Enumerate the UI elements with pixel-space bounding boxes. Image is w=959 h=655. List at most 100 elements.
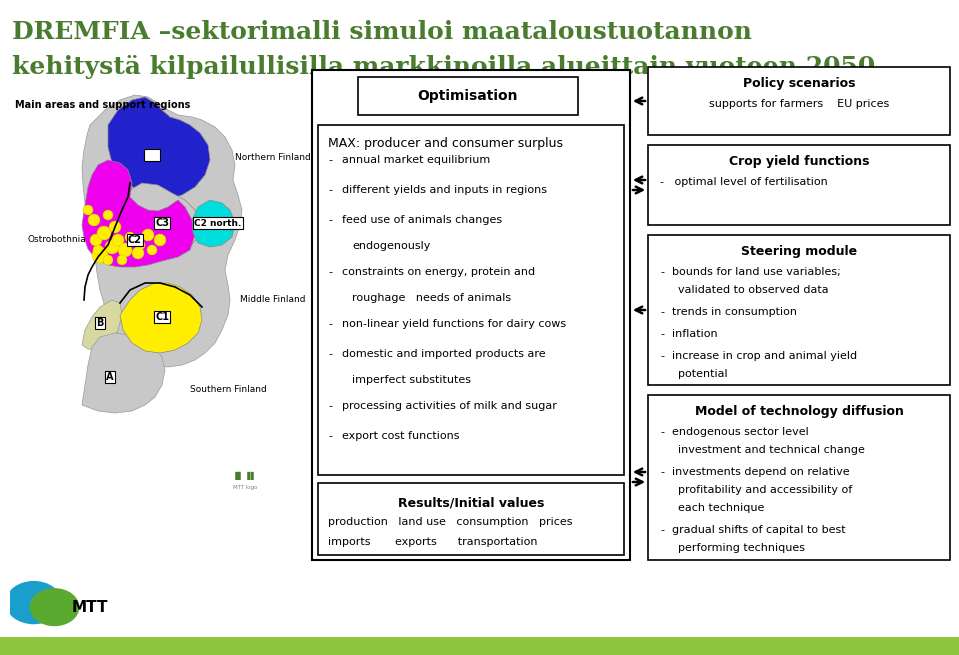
- Bar: [318, 125, 624, 475]
- Text: constraints on energy, protein and: constraints on energy, protein and: [342, 267, 535, 277]
- Circle shape: [135, 240, 145, 250]
- Bar: [648, 145, 950, 225]
- Text: annual market equilibrium: annual market equilibrium: [342, 155, 490, 165]
- Circle shape: [88, 214, 100, 226]
- Bar: [648, 235, 950, 385]
- Circle shape: [92, 247, 108, 263]
- Text: -: -: [328, 267, 332, 277]
- Text: export cost functions: export cost functions: [342, 431, 459, 441]
- Text: each technique: each technique: [678, 503, 764, 513]
- Polygon shape: [125, 183, 200, 255]
- Polygon shape: [82, 300, 122, 350]
- Text: non-linear yield functions for dairy cows: non-linear yield functions for dairy cow…: [342, 319, 566, 329]
- Text: -: -: [660, 307, 664, 317]
- Circle shape: [132, 247, 144, 259]
- Text: Northern Finland: Northern Finland: [235, 153, 311, 162]
- Text: performing techniques: performing techniques: [678, 543, 805, 553]
- Text: endogenously: endogenously: [352, 241, 431, 251]
- Text: Model of technology diffusion: Model of technology diffusion: [694, 405, 903, 418]
- Text: -: -: [660, 525, 664, 535]
- Text: DREMFIA –sektorimalli simuloi maataloustuotannon: DREMFIA –sektorimalli simuloi maataloust…: [12, 20, 752, 44]
- Text: -: -: [328, 215, 332, 225]
- Text: Results/Initial values: Results/Initial values: [398, 497, 544, 510]
- Text: imports       exports      transportation: imports exports transportation: [328, 537, 537, 547]
- Text: -: -: [660, 427, 664, 437]
- Text: MTT logo: MTT logo: [233, 485, 257, 489]
- Text: C3: C3: [155, 218, 169, 228]
- Text: B: B: [96, 318, 104, 328]
- Text: processing activities of milk and sugar: processing activities of milk and sugar: [342, 401, 557, 411]
- Text: production   land use   consumption   prices: production land use consumption prices: [328, 517, 573, 527]
- Polygon shape: [82, 333, 165, 413]
- Text: kehitystä kilpailullisilla markkinoilla alueittain vuoteen 2050: kehitystä kilpailullisilla markkinoilla …: [12, 55, 876, 79]
- Polygon shape: [120, 283, 202, 353]
- Text: trends in consumption: trends in consumption: [672, 307, 797, 317]
- Text: -: -: [660, 267, 664, 277]
- Bar: [648, 67, 950, 135]
- Bar: [648, 395, 950, 560]
- Text: different yields and inputs in regions: different yields and inputs in regions: [342, 185, 547, 195]
- Text: -: -: [328, 349, 332, 359]
- Circle shape: [93, 245, 103, 255]
- Text: Policy scenarios: Policy scenarios: [743, 77, 855, 90]
- Text: domestic and imported products are: domestic and imported products are: [342, 349, 546, 359]
- Text: C2 north.: C2 north.: [195, 219, 242, 227]
- Circle shape: [154, 234, 166, 246]
- Text: ▐▌▐▌: ▐▌▐▌: [232, 470, 258, 479]
- Text: -: -: [328, 431, 332, 441]
- Bar: [0, 637, 959, 655]
- Text: bounds for land use variables;: bounds for land use variables;: [672, 267, 841, 277]
- Circle shape: [97, 226, 111, 240]
- Circle shape: [142, 229, 154, 241]
- Text: C4: C4: [145, 150, 159, 160]
- Text: C2: C2: [128, 235, 142, 245]
- Bar: [312, 70, 630, 560]
- Text: potential: potential: [678, 369, 728, 379]
- Circle shape: [109, 221, 121, 233]
- Circle shape: [118, 243, 132, 257]
- Text: feed use of animals changes: feed use of animals changes: [342, 215, 503, 225]
- Text: endogenous sector level: endogenous sector level: [672, 427, 808, 437]
- Text: roughage   needs of animals: roughage needs of animals: [352, 293, 511, 303]
- Circle shape: [83, 205, 93, 215]
- Text: A: A: [106, 372, 114, 382]
- Circle shape: [112, 234, 124, 246]
- Circle shape: [147, 245, 157, 255]
- Text: Main areas and support regions: Main areas and support regions: [15, 100, 191, 110]
- Text: Steering module: Steering module: [741, 245, 857, 258]
- Text: Middle Finland: Middle Finland: [240, 295, 306, 305]
- Text: imperfect substitutes: imperfect substitutes: [352, 375, 471, 385]
- Text: investments depend on relative: investments depend on relative: [672, 467, 850, 477]
- Text: Ostrobothnia: Ostrobothnia: [28, 236, 86, 244]
- Text: increase in crop and animal yield: increase in crop and animal yield: [672, 351, 857, 361]
- Polygon shape: [82, 160, 195, 267]
- Text: -: -: [328, 319, 332, 329]
- Text: investment and technical change: investment and technical change: [678, 445, 865, 455]
- Text: MAX: producer and consumer surplus: MAX: producer and consumer surplus: [328, 137, 563, 150]
- Polygon shape: [82, 95, 242, 367]
- Text: Southern Finland: Southern Finland: [190, 386, 267, 394]
- Text: validated to observed data: validated to observed data: [678, 285, 829, 295]
- Text: MTT: MTT: [72, 600, 108, 614]
- Circle shape: [125, 232, 135, 242]
- Text: -: -: [328, 185, 332, 195]
- Text: -   optimal level of fertilisation: - optimal level of fertilisation: [660, 177, 828, 187]
- Text: -: -: [660, 329, 664, 339]
- Text: profitability and accessibility of: profitability and accessibility of: [678, 485, 853, 495]
- Text: -: -: [328, 155, 332, 165]
- Text: gradual shifts of capital to best: gradual shifts of capital to best: [672, 525, 846, 535]
- Bar: [358, 77, 578, 115]
- Circle shape: [31, 589, 79, 626]
- Circle shape: [6, 582, 61, 624]
- Circle shape: [117, 255, 127, 265]
- Text: Optimisation: Optimisation: [418, 89, 518, 103]
- Polygon shape: [108, 97, 210, 199]
- Bar: [318, 483, 624, 555]
- Text: -: -: [660, 467, 664, 477]
- Text: Crop yield functions: Crop yield functions: [729, 155, 869, 168]
- Polygon shape: [192, 200, 235, 247]
- Text: supports for farmers    EU prices: supports for farmers EU prices: [709, 99, 889, 109]
- Text: -: -: [328, 401, 332, 411]
- Circle shape: [103, 210, 113, 220]
- Circle shape: [103, 255, 113, 265]
